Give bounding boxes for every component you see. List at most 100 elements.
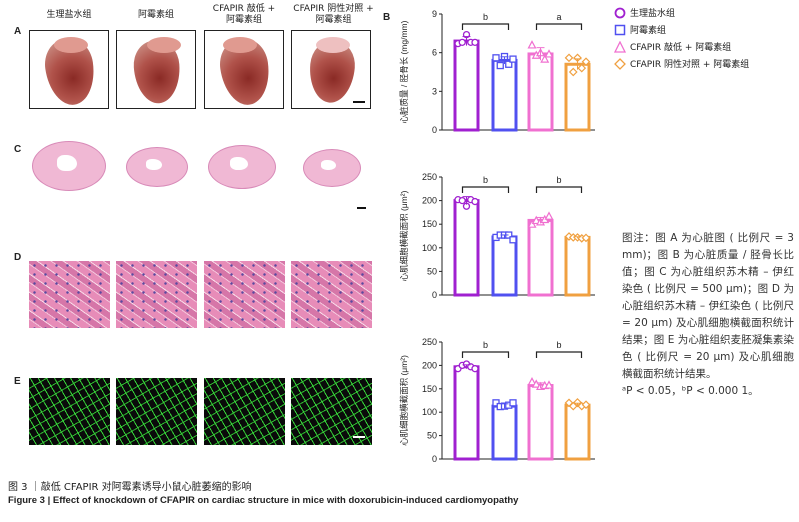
panel-label-a: A bbox=[14, 26, 22, 37]
y-tick-label: 250 bbox=[422, 172, 437, 182]
y-axis-label: 心肌细胞横截面积 (μm²) bbox=[399, 190, 409, 281]
significance-label: a bbox=[556, 12, 561, 22]
y-tick-label: 50 bbox=[427, 431, 437, 441]
data-point bbox=[458, 196, 466, 205]
data-point bbox=[492, 399, 500, 407]
bar-2 bbox=[527, 52, 554, 132]
note-text: 图注：图 A 为心脏图 ( 比例尺 = 3 mm)；图 B 为心脏质量 / 胫骨… bbox=[622, 232, 794, 380]
bar-0 bbox=[453, 39, 480, 132]
significance-label: b bbox=[556, 175, 561, 185]
panel-label-e: E bbox=[14, 376, 21, 387]
significance-bracket bbox=[535, 186, 583, 193]
data-point bbox=[471, 365, 479, 373]
significance-label: b bbox=[483, 340, 488, 350]
group-title-knockdown: CFAPIR 敲低 + 阿霉素组 bbox=[212, 4, 276, 25]
bar-1 bbox=[491, 404, 518, 461]
y-tick-label: 3 bbox=[432, 86, 437, 96]
heart-image-dox bbox=[116, 30, 196, 109]
panel-label-b: B bbox=[383, 12, 391, 23]
he-micro-negctrl bbox=[291, 261, 372, 328]
y-tick-label: 100 bbox=[422, 407, 437, 417]
he-section-saline bbox=[29, 133, 109, 195]
group-title-dox: 阿霉素组 bbox=[137, 10, 174, 20]
significance-label: b bbox=[483, 12, 488, 22]
bar-0 bbox=[453, 365, 480, 461]
group-title-saline: 生理盐水组 bbox=[46, 10, 92, 20]
data-point bbox=[540, 54, 550, 63]
data-point bbox=[544, 211, 554, 220]
bar-0 bbox=[453, 199, 480, 297]
heart-image-knockdown bbox=[204, 30, 284, 109]
legend-item-knockdown: CFAPIR 敲低 + 阿霉素组 bbox=[614, 38, 749, 55]
data-point bbox=[509, 236, 517, 244]
chart-wga-cross-section-area: 0 50 100 150 200 250 心肌细胞横截面积 (μm²) b b bbox=[399, 337, 595, 464]
y-axis-label: 心肌细胞横截面积 (μm²) bbox=[399, 355, 409, 446]
legend-item-saline: 生理盐水组 bbox=[614, 4, 749, 21]
significance-bracket bbox=[461, 23, 510, 30]
y-tick-label: 200 bbox=[422, 360, 437, 370]
data-point bbox=[568, 67, 578, 77]
bar-2 bbox=[527, 218, 554, 297]
data-point bbox=[527, 40, 537, 49]
data-point bbox=[471, 38, 479, 47]
he-section-knockdown bbox=[204, 133, 284, 195]
figure-title-cn: 图 3 ｜敲低 CFAPIR 对阿霉素诱导小鼠心脏萎缩的影响 bbox=[8, 482, 252, 493]
significance-label: b bbox=[556, 340, 561, 350]
y-tick-label: 150 bbox=[422, 384, 437, 394]
data-point bbox=[577, 63, 587, 73]
he-section-negctrl bbox=[291, 133, 371, 209]
y-tick-label: 100 bbox=[422, 243, 437, 253]
figure-note: 图注：图 A 为心脏图 ( 比例尺 = 3 mm)；图 B 为心脏质量 / 胫骨… bbox=[622, 230, 794, 400]
data-point bbox=[492, 54, 500, 62]
data-point bbox=[531, 379, 541, 388]
he-micro-knockdown bbox=[204, 261, 285, 328]
data-point bbox=[505, 60, 513, 68]
heart-image-negctrl bbox=[291, 30, 371, 109]
y-tick-label: 6 bbox=[432, 48, 437, 58]
bar-1 bbox=[491, 235, 518, 297]
data-point bbox=[581, 400, 591, 410]
y-axis-label: 心脏质量 / 胫骨长 (mg/mm) bbox=[399, 20, 409, 123]
bar-3 bbox=[564, 235, 591, 297]
y-tick-label: 0 bbox=[432, 125, 437, 135]
y-tick-label: 9 bbox=[432, 9, 437, 19]
significance-bracket bbox=[535, 351, 583, 358]
significance-bracket bbox=[461, 186, 510, 193]
data-point bbox=[581, 57, 591, 67]
y-tick-label: 0 bbox=[432, 454, 437, 464]
wga-micro-knockdown bbox=[204, 378, 285, 445]
he-section-dox bbox=[116, 133, 196, 195]
chart-legend: 生理盐水组 阿霉素组 CFAPIR 敲低 + 阿霉素组 CFAPIR 阴性对照 … bbox=[614, 4, 749, 72]
panel-label-d: D bbox=[14, 252, 22, 263]
significance-bracket bbox=[461, 351, 510, 358]
panel-label-c: C bbox=[14, 144, 22, 155]
group-title-negctrl: CFAPIR 阴性对照 + 阿霉素组 bbox=[293, 4, 374, 25]
bar-3 bbox=[564, 403, 591, 461]
data-point bbox=[544, 380, 554, 389]
chart-he-cross-section-area: 0 50 100 150 200 250 心肌细胞横截面积 (μm²) b b bbox=[399, 172, 595, 300]
y-tick-label: 150 bbox=[422, 219, 437, 229]
data-point bbox=[496, 61, 504, 70]
data-point bbox=[458, 38, 466, 47]
wga-micro-saline bbox=[29, 378, 110, 445]
figure-title-en: Figure 3 | Effect of knockdown of CFAPIR… bbox=[8, 495, 519, 506]
data-point bbox=[564, 53, 574, 63]
legend-item-negctrl: CFAPIR 阴性对照 + 阿霉素组 bbox=[614, 55, 749, 72]
data-point bbox=[509, 55, 517, 63]
y-tick-label: 50 bbox=[427, 266, 437, 276]
data-point bbox=[527, 377, 537, 386]
heart-image-saline bbox=[29, 30, 109, 109]
y-tick-label: 200 bbox=[422, 196, 437, 206]
wga-micro-dox bbox=[116, 378, 197, 445]
y-tick-label: 0 bbox=[432, 290, 437, 300]
data-point bbox=[471, 197, 479, 206]
significance-bracket bbox=[535, 23, 583, 30]
bar-1 bbox=[491, 58, 518, 132]
he-micro-saline bbox=[29, 261, 110, 328]
scale-bar bbox=[353, 101, 365, 103]
significance-label: b bbox=[483, 175, 488, 185]
data-point bbox=[581, 233, 591, 243]
legend-item-dox: 阿霉素组 bbox=[614, 21, 749, 38]
data-point bbox=[544, 49, 554, 58]
